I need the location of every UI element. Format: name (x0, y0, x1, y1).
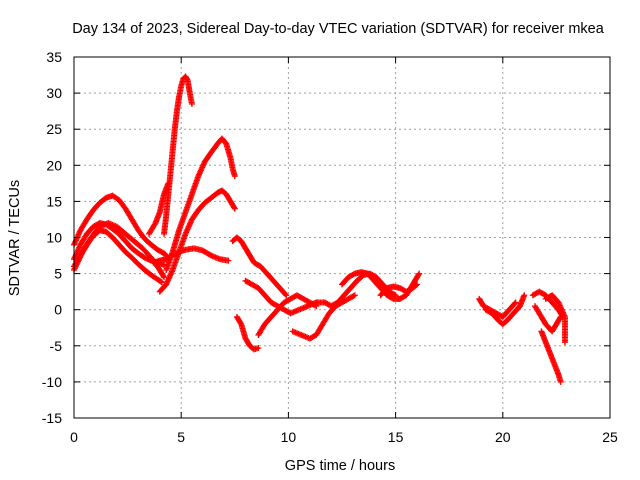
data-point (157, 278, 164, 285)
data-point (188, 100, 195, 107)
data-points (71, 73, 568, 385)
data-point (511, 300, 518, 307)
y-tick-label: 25 (46, 121, 62, 137)
y-tick-label: 20 (46, 157, 62, 173)
y-tick-label: 5 (54, 266, 62, 282)
data-point (165, 180, 172, 187)
data-point (282, 291, 289, 298)
data-point (556, 315, 563, 322)
x-tick-labels: 0 5 10 15 20 25 (70, 429, 618, 445)
x-tick-label: 15 (388, 429, 404, 445)
data-point (350, 292, 357, 299)
data-point (311, 302, 318, 309)
data-point (416, 270, 423, 277)
data-point (225, 257, 232, 264)
data-point (255, 344, 262, 351)
y-tick-label: 0 (54, 302, 62, 318)
x-axis-label: GPS time / hours (285, 458, 395, 474)
data-point (521, 292, 528, 299)
data-point (561, 339, 568, 346)
x-tick-label: 0 (70, 429, 78, 445)
y-tick-labels: -15 -10 -5 0 5 10 15 20 25 30 35 (42, 49, 62, 426)
y-tick-label: 15 (46, 193, 62, 209)
data-point (161, 274, 168, 281)
data-point (283, 292, 290, 299)
data-point (231, 204, 238, 211)
y-tick-label: -10 (42, 374, 62, 390)
y-axis-label: SDTVAR / TECUs (7, 180, 23, 296)
axis-ticks (73, 56, 611, 419)
x-tick-label: 20 (495, 429, 511, 445)
y-tick-label: 10 (46, 230, 62, 246)
x-tick-label: 5 (177, 429, 185, 445)
data-point (158, 279, 165, 286)
data-point (231, 173, 238, 180)
y-tick-label: 35 (46, 49, 62, 65)
data-point (206, 251, 213, 258)
x-tick-label: 25 (602, 429, 618, 445)
y-tick-label: -15 (42, 410, 62, 426)
y-tick-label: 30 (46, 85, 62, 101)
data-point (231, 205, 238, 212)
data-point (512, 299, 519, 306)
data-point (557, 378, 564, 385)
grid-lines (74, 57, 610, 418)
x-tick-label: 10 (281, 429, 297, 445)
data-point (160, 273, 167, 280)
data-point (351, 292, 358, 299)
chart-title: Day 134 of 2023, Sidereal Day-to-day VTE… (72, 21, 605, 37)
data-point (415, 271, 422, 278)
y-tick-label: -5 (50, 338, 63, 354)
